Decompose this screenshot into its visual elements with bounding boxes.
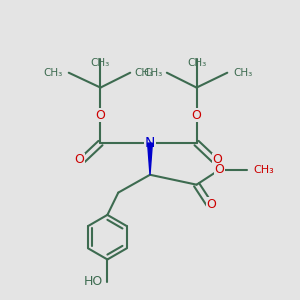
- Text: CH₃: CH₃: [187, 58, 206, 68]
- Text: O: O: [206, 198, 216, 211]
- Text: CH₃: CH₃: [253, 165, 274, 175]
- Text: HO: HO: [84, 275, 103, 288]
- Text: O: O: [75, 153, 85, 167]
- Text: O: O: [212, 153, 222, 167]
- Text: CH₃: CH₃: [135, 68, 154, 78]
- Text: CH₃: CH₃: [233, 68, 253, 78]
- Text: N: N: [145, 136, 155, 150]
- Text: O: O: [214, 163, 224, 176]
- Text: CH₃: CH₃: [143, 68, 162, 78]
- Text: O: O: [192, 109, 202, 122]
- Text: CH₃: CH₃: [44, 68, 63, 78]
- Text: CH₃: CH₃: [91, 58, 110, 68]
- Polygon shape: [148, 143, 152, 175]
- Text: O: O: [95, 109, 105, 122]
